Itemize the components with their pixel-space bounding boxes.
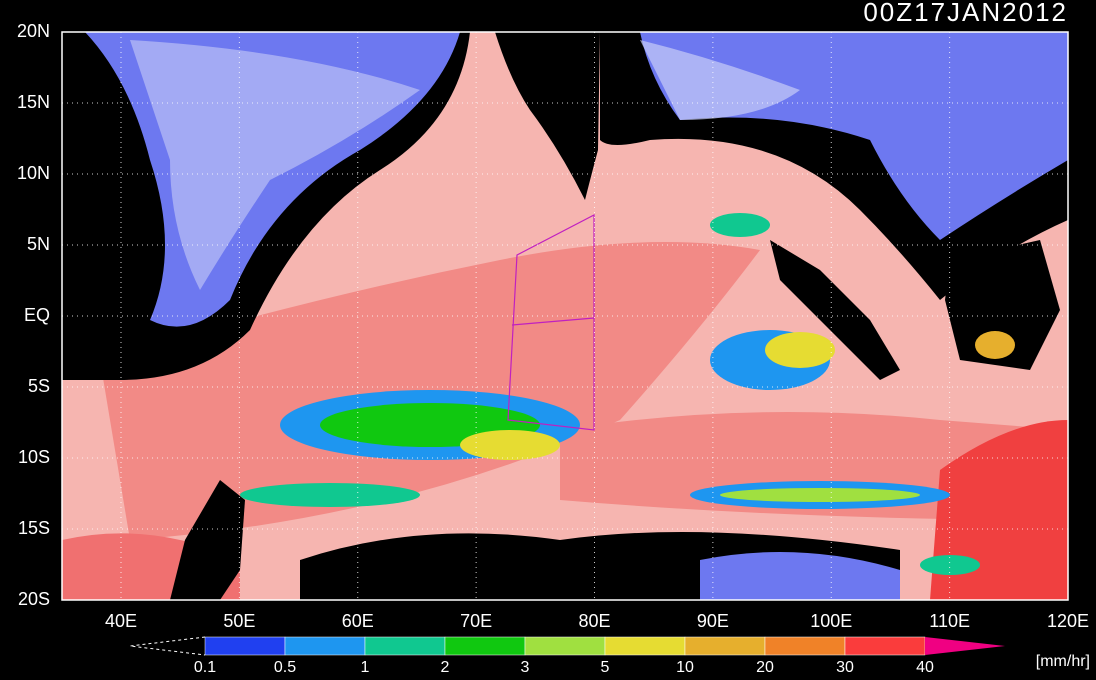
colorbar-segment bbox=[524, 636, 606, 656]
precip-band bbox=[710, 213, 770, 237]
map-title: 00Z17JAN2012 bbox=[863, 0, 1068, 27]
colorbar-unit: [mm/hr] bbox=[1036, 653, 1090, 670]
land bbox=[495, 32, 600, 200]
x-tick-label: 50E bbox=[223, 611, 255, 631]
precip-area bbox=[700, 552, 900, 600]
x-tick-label: 120E bbox=[1047, 611, 1089, 631]
colorbar-segment bbox=[204, 636, 286, 656]
y-tick-label: 10N bbox=[17, 163, 50, 183]
colorbar-label: 20 bbox=[756, 659, 774, 676]
colorbar: [mm/hr] 0.1 0.5 1 2 3 5 10 20 30 40 bbox=[129, 636, 1090, 676]
land bbox=[170, 480, 245, 600]
land bbox=[770, 240, 900, 380]
x-axis: 40E 50E 60E 70E 80E 90E 100E 110E 120E bbox=[105, 611, 1089, 631]
y-axis: 20N 15N 10N 5N EQ 5S 10S 15S 20S bbox=[17, 21, 50, 609]
precip-area bbox=[640, 40, 800, 120]
colorbar-segment bbox=[844, 636, 926, 656]
y-tick-label: 15N bbox=[17, 92, 50, 112]
colorbar-label: 5 bbox=[601, 659, 610, 676]
colorbar-label: 0.1 bbox=[194, 659, 216, 676]
colorbar-segment bbox=[284, 636, 366, 656]
precip-band bbox=[920, 555, 980, 575]
rain-area bbox=[930, 420, 1068, 600]
precip-band bbox=[720, 488, 920, 502]
x-tick-label: 40E bbox=[105, 611, 137, 631]
colorbar-segment bbox=[764, 636, 846, 656]
x-tick-label: 70E bbox=[460, 611, 492, 631]
colorbar-segment bbox=[444, 636, 526, 656]
colorbar-segment bbox=[684, 636, 766, 656]
colorbar-over bbox=[925, 637, 1005, 655]
colorbar-segment bbox=[604, 636, 686, 656]
x-tick-label: 110E bbox=[929, 611, 970, 631]
colorbar-label: 30 bbox=[836, 659, 854, 676]
land bbox=[945, 240, 1060, 370]
region-outline bbox=[507, 214, 595, 431]
precip-band bbox=[460, 430, 560, 460]
colorbar-segment bbox=[364, 636, 446, 656]
x-tick-label: 80E bbox=[578, 611, 610, 631]
y-tick-label: 5N bbox=[27, 234, 50, 254]
precip-band bbox=[765, 332, 835, 368]
y-tick-label: 5S bbox=[28, 376, 50, 396]
x-tick-label: 60E bbox=[342, 611, 374, 631]
x-tick-label: 90E bbox=[697, 611, 729, 631]
colorbar-label: 3 bbox=[521, 659, 530, 676]
x-tick-label: 100E bbox=[810, 611, 852, 631]
y-tick-label: 20N bbox=[17, 21, 50, 41]
colorbar-label: 1 bbox=[361, 659, 370, 676]
y-tick-label: EQ bbox=[24, 305, 50, 325]
colorbar-label: 10 bbox=[676, 659, 694, 676]
y-tick-label: 10S bbox=[18, 447, 50, 467]
map-frame bbox=[61, 31, 1069, 601]
precip-band bbox=[240, 483, 420, 507]
colorbar-label: 0.5 bbox=[274, 659, 296, 676]
y-tick-label: 20S bbox=[18, 589, 50, 609]
precip-band bbox=[975, 331, 1015, 359]
colorbar-label: 2 bbox=[441, 659, 450, 676]
colorbar-label: 40 bbox=[916, 659, 934, 676]
y-tick-label: 15S bbox=[18, 518, 50, 538]
map-field bbox=[62, 32, 1068, 600]
colorbar-under bbox=[129, 636, 206, 656]
